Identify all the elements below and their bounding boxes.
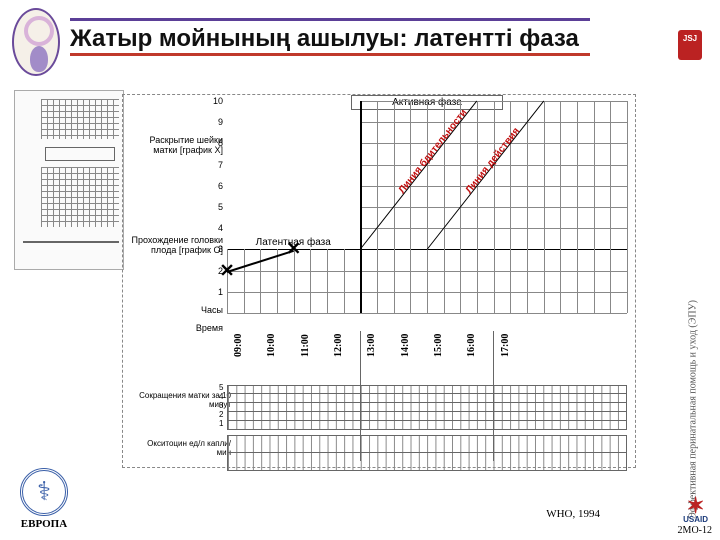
mid-divider	[493, 331, 494, 461]
contractions-ytick: 4	[219, 392, 223, 401]
contractions-label: Сокращения матки за 10 минут	[135, 391, 231, 409]
plot-region: Активная фаза 10987654321 Латентная фаза…	[227, 101, 627, 313]
y-tick: 3	[218, 244, 223, 254]
time-tick: 11:00	[300, 334, 311, 357]
side-caption: Эффективная перинатальная помощь и уход …	[688, 300, 699, 519]
contractions-ytick: 2	[219, 410, 223, 419]
time-tick: 16:00	[466, 334, 477, 357]
alert-line-label: Линия бдительности	[397, 108, 470, 197]
latent-active-divider	[360, 331, 361, 461]
oxytocin-strip	[227, 435, 627, 471]
mother-child-icon	[12, 8, 60, 76]
slide-number: 2MO-12	[678, 525, 712, 536]
header-accent-1	[70, 18, 590, 21]
contractions-ytick: 1	[219, 419, 223, 428]
time-tick: 17:00	[500, 334, 511, 357]
y-tick: 6	[218, 181, 223, 191]
title-block: Жатыр мойнының ашылуы: латентті фаза	[70, 18, 720, 60]
time-tick: 14:00	[400, 334, 411, 357]
y-tick: 1	[218, 287, 223, 297]
who-badge: ЕВРОПА	[14, 468, 74, 530]
contractions-strip	[227, 385, 627, 430]
time-tick: 15:00	[433, 334, 444, 357]
y-axis-label-descent: Прохождение головки плода [график O]	[127, 235, 223, 255]
who-emblem-icon	[20, 468, 68, 516]
usaid-logo: ✶ USAID	[683, 497, 708, 524]
time-tick: 09:00	[233, 334, 244, 357]
y-tick: 10	[213, 96, 223, 106]
contractions-ytick: 3	[219, 401, 223, 410]
time-tick: 12:00	[333, 334, 344, 357]
oxytocin-label: Окситоцин ед/л капли/мин	[135, 439, 231, 457]
time-tick: 10:00	[266, 334, 277, 357]
y-tick: 7	[218, 160, 223, 170]
time-row-label: Время	[127, 323, 223, 333]
citation: WHO, 1994	[546, 508, 600, 520]
partogram-thumbnail	[14, 90, 124, 270]
header-accent-2	[70, 53, 590, 56]
cervix-dilation-chart: Раскрытие шейки матки [график X] Прохожд…	[122, 94, 636, 468]
jsj-badge: JSJ	[678, 30, 702, 60]
y-axis-label-dilation: Раскрытие шейки матки [график X]	[127, 135, 223, 155]
y-tick: 9	[218, 117, 223, 127]
data-point: ✕	[286, 239, 301, 260]
who-region-label: ЕВРОПА	[14, 518, 74, 530]
y-tick: 4	[218, 223, 223, 233]
time-tick: 13:00	[366, 334, 377, 357]
y-tick: 5	[218, 202, 223, 212]
y-tick: 8	[218, 138, 223, 148]
usaid-star-icon: ✶	[683, 497, 708, 515]
hours-row-label: Часы	[127, 305, 223, 315]
slide-title: Жатыр мойнының ашылуы: латентті фаза	[70, 25, 720, 53]
slide-header: Жатыр мойнының ашылуы: латентті фаза	[0, 0, 720, 78]
contractions-ytick: 5	[219, 383, 223, 392]
